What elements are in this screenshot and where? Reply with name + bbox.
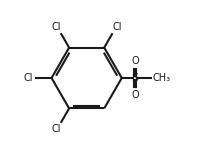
Text: Cl: Cl	[113, 22, 122, 32]
Text: O: O	[131, 56, 139, 66]
Text: Cl: Cl	[24, 73, 33, 83]
Text: O: O	[131, 90, 139, 100]
Text: CH₃: CH₃	[152, 73, 170, 83]
Text: Cl: Cl	[51, 124, 61, 134]
Text: Cl: Cl	[51, 22, 61, 32]
Text: S: S	[132, 73, 139, 83]
